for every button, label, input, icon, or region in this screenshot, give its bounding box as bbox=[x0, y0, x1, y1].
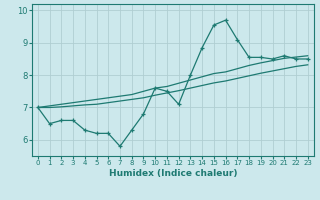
X-axis label: Humidex (Indice chaleur): Humidex (Indice chaleur) bbox=[108, 169, 237, 178]
